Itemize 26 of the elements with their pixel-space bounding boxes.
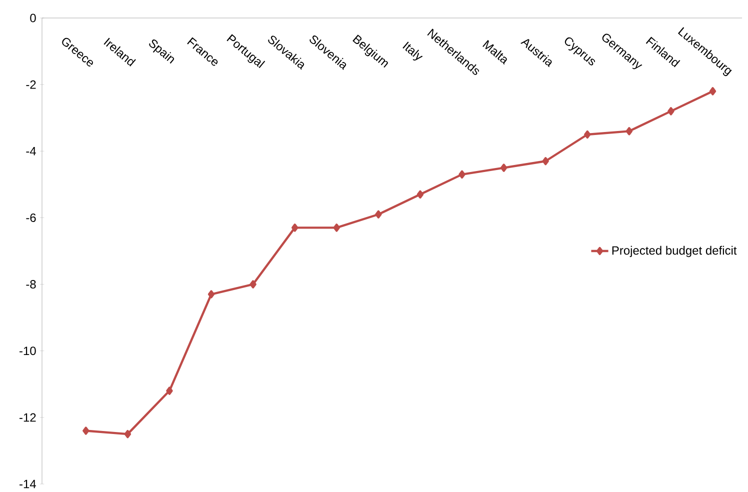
x-tick-label: Italy (402, 42, 423, 61)
point (208, 290, 215, 298)
point (626, 127, 633, 136)
point (709, 87, 716, 96)
y-tick-label: -10 (20, 346, 36, 356)
point (416, 190, 424, 199)
point (333, 224, 340, 232)
legend-label: Projected budget deficit (612, 246, 737, 258)
y-tick-label: -4 (26, 147, 36, 156)
point (250, 280, 256, 288)
point (458, 170, 466, 179)
y-tick-label: -6 (26, 213, 36, 222)
point (124, 430, 132, 438)
point (82, 426, 90, 435)
point (584, 130, 591, 139)
point (542, 157, 549, 166)
point (166, 386, 173, 395)
y-tick-label: 0 (30, 14, 36, 22)
point (500, 164, 508, 172)
y-tick-label: -8 (26, 280, 36, 289)
point (668, 107, 674, 116)
point (291, 224, 298, 232)
y-tick-label: -2 (26, 80, 36, 89)
y-tick-label: -14 (20, 480, 36, 488)
y-tick-label: -12 (20, 413, 36, 422)
point (375, 210, 382, 218)
